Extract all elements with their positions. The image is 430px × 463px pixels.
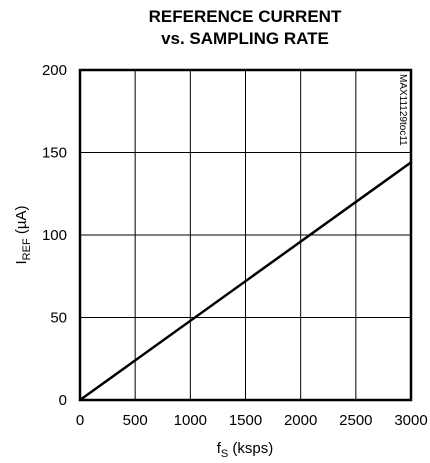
chart-title-line-2: vs. SAMPLING RATE [161,29,329,48]
y-tick-labels: 0 50 100 150 200 [42,62,67,409]
grid [80,70,411,400]
y-tick-label: 150 [42,145,67,162]
plot-frame [78,68,413,402]
series-line [78,161,413,402]
x-tick-labels: 0 500 1000 1500 2000 2500 3000 [76,412,428,429]
y-tick-label: 50 [50,310,67,327]
y-axis-label: IREF (µA) [13,206,33,265]
y-tick-label: 0 [59,392,67,409]
plot-border [78,68,413,402]
y-tick-label: 200 [42,62,67,79]
x-tick-label: 1500 [229,412,262,429]
x-tick-label: 2000 [284,412,317,429]
series-layer [78,161,413,402]
chart-title-line-1: REFERENCE CURRENT [149,7,342,26]
x-tick-label: 1000 [174,412,207,429]
y-tick-label: 100 [42,227,67,244]
x-tick-label: 3000 [394,412,427,429]
x-tick-label: 500 [123,412,148,429]
chart-annotation-code: MAX11129toc11 [397,74,408,146]
chart-title: REFERENCE CURRENT vs. SAMPLING RATE [149,7,342,48]
x-axis-label: fS (ksps) [217,440,274,460]
x-tick-label: 2500 [339,412,372,429]
x-tick-label: 0 [76,412,84,429]
